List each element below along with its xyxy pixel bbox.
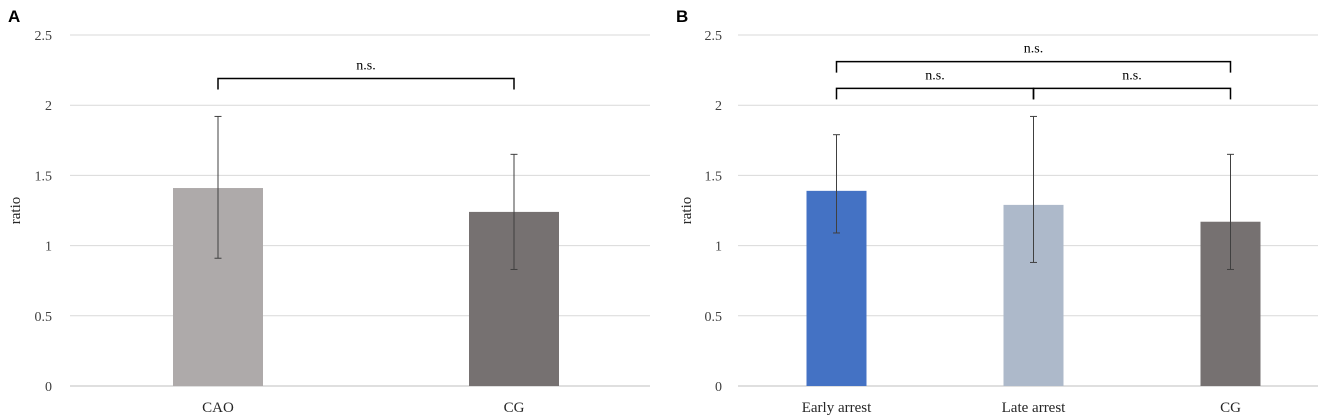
significance-label: n.s. [925,68,944,83]
y-tick-label: 2 [715,99,722,114]
category-label: CAO [202,400,234,416]
y-tick-label: 0 [45,380,52,395]
category-label: Early arrest [802,400,872,416]
y-tick-label: 2.5 [35,29,53,44]
significance-bracket [217,77,515,90]
chart-panel-a: A 0 0.5 1 1.5 2 2.5 ratio CAO CG n.s. [8,7,650,416]
y-tick-label: 0 [715,380,722,395]
y-axis-label: ratio [679,197,695,225]
significance-bracket [835,60,1232,73]
significance-label: n.s. [1024,42,1043,57]
y-axis-label: ratio [8,197,24,225]
y-tick-label: 0.5 [35,310,53,325]
significance-bracket [1032,87,1232,100]
significance-bracket [835,87,1035,100]
panel-label: B [676,7,688,26]
y-tick-label: 1 [45,240,52,255]
significance-label: n.s. [1122,68,1141,83]
significance-label: n.s. [356,59,375,74]
y-tick-label: 1.5 [705,169,723,184]
category-label: CG [504,400,525,416]
category-label: Late arrest [1002,400,1067,416]
y-tick-label: 2 [45,99,52,114]
chart-panel-b: B 0 0.5 1 1.5 2 2.5 ratio Early arrest Late arres… [676,7,1318,416]
y-tick-label: 0.5 [705,310,723,325]
panel-label: A [8,7,20,26]
y-tick-label: 2.5 [705,29,723,44]
category-label: CG [1220,400,1241,416]
y-tick-label: 1.5 [35,169,53,184]
y-tick-label: 1 [715,240,722,255]
